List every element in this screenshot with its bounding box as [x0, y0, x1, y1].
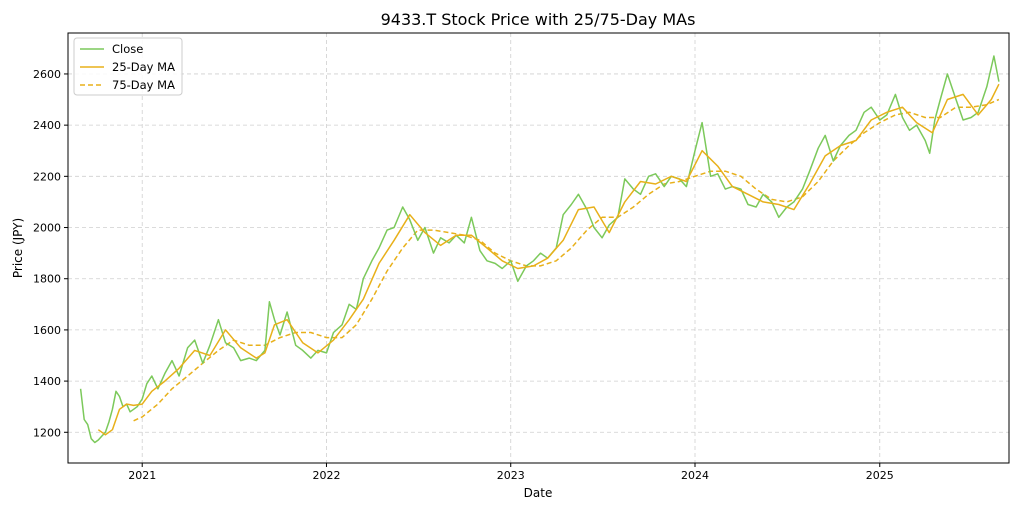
y-tick-label: 2600	[33, 68, 61, 81]
legend-label: 25-Day MA	[112, 60, 175, 74]
legend-label: 75-Day MA	[112, 78, 175, 92]
y-tick-label: 1600	[33, 324, 61, 337]
chart-title: 9433.T Stock Price with 25/75-Day MAs	[381, 10, 696, 29]
x-tick-label: 2021	[128, 469, 156, 482]
y-tick-label: 1800	[33, 273, 61, 286]
series-layer	[79, 55, 1000, 444]
x-tick-label: 2022	[312, 469, 340, 482]
series-line-25-day-ma	[97, 83, 1000, 436]
y-tick-label: 2400	[33, 119, 61, 132]
y-axis-label: Price (JPY)	[11, 218, 25, 278]
y-tick-label: 2000	[33, 222, 61, 235]
x-tick-label: 2025	[866, 469, 894, 482]
y-tick-label: 1400	[33, 375, 61, 388]
y-tick-label: 2200	[33, 170, 61, 183]
plot-frame	[67, 32, 1010, 464]
legend-box	[73, 37, 183, 96]
legend-label: Close	[112, 42, 143, 56]
y-tick-label: 1200	[33, 426, 61, 439]
series-line-75-day-ma	[133, 98, 1000, 422]
axis-ticks: 2021 2022 2023 2024 2025 1200 1400 1600 1800 2000…	[33, 68, 894, 482]
gridlines	[68, 33, 1009, 463]
legend: Close 25-Day MA 75-Day MA	[73, 37, 183, 96]
x-tick-label: 2024	[681, 469, 709, 482]
x-tick-label: 2023	[497, 469, 525, 482]
x-axis-label: Date	[524, 486, 553, 500]
